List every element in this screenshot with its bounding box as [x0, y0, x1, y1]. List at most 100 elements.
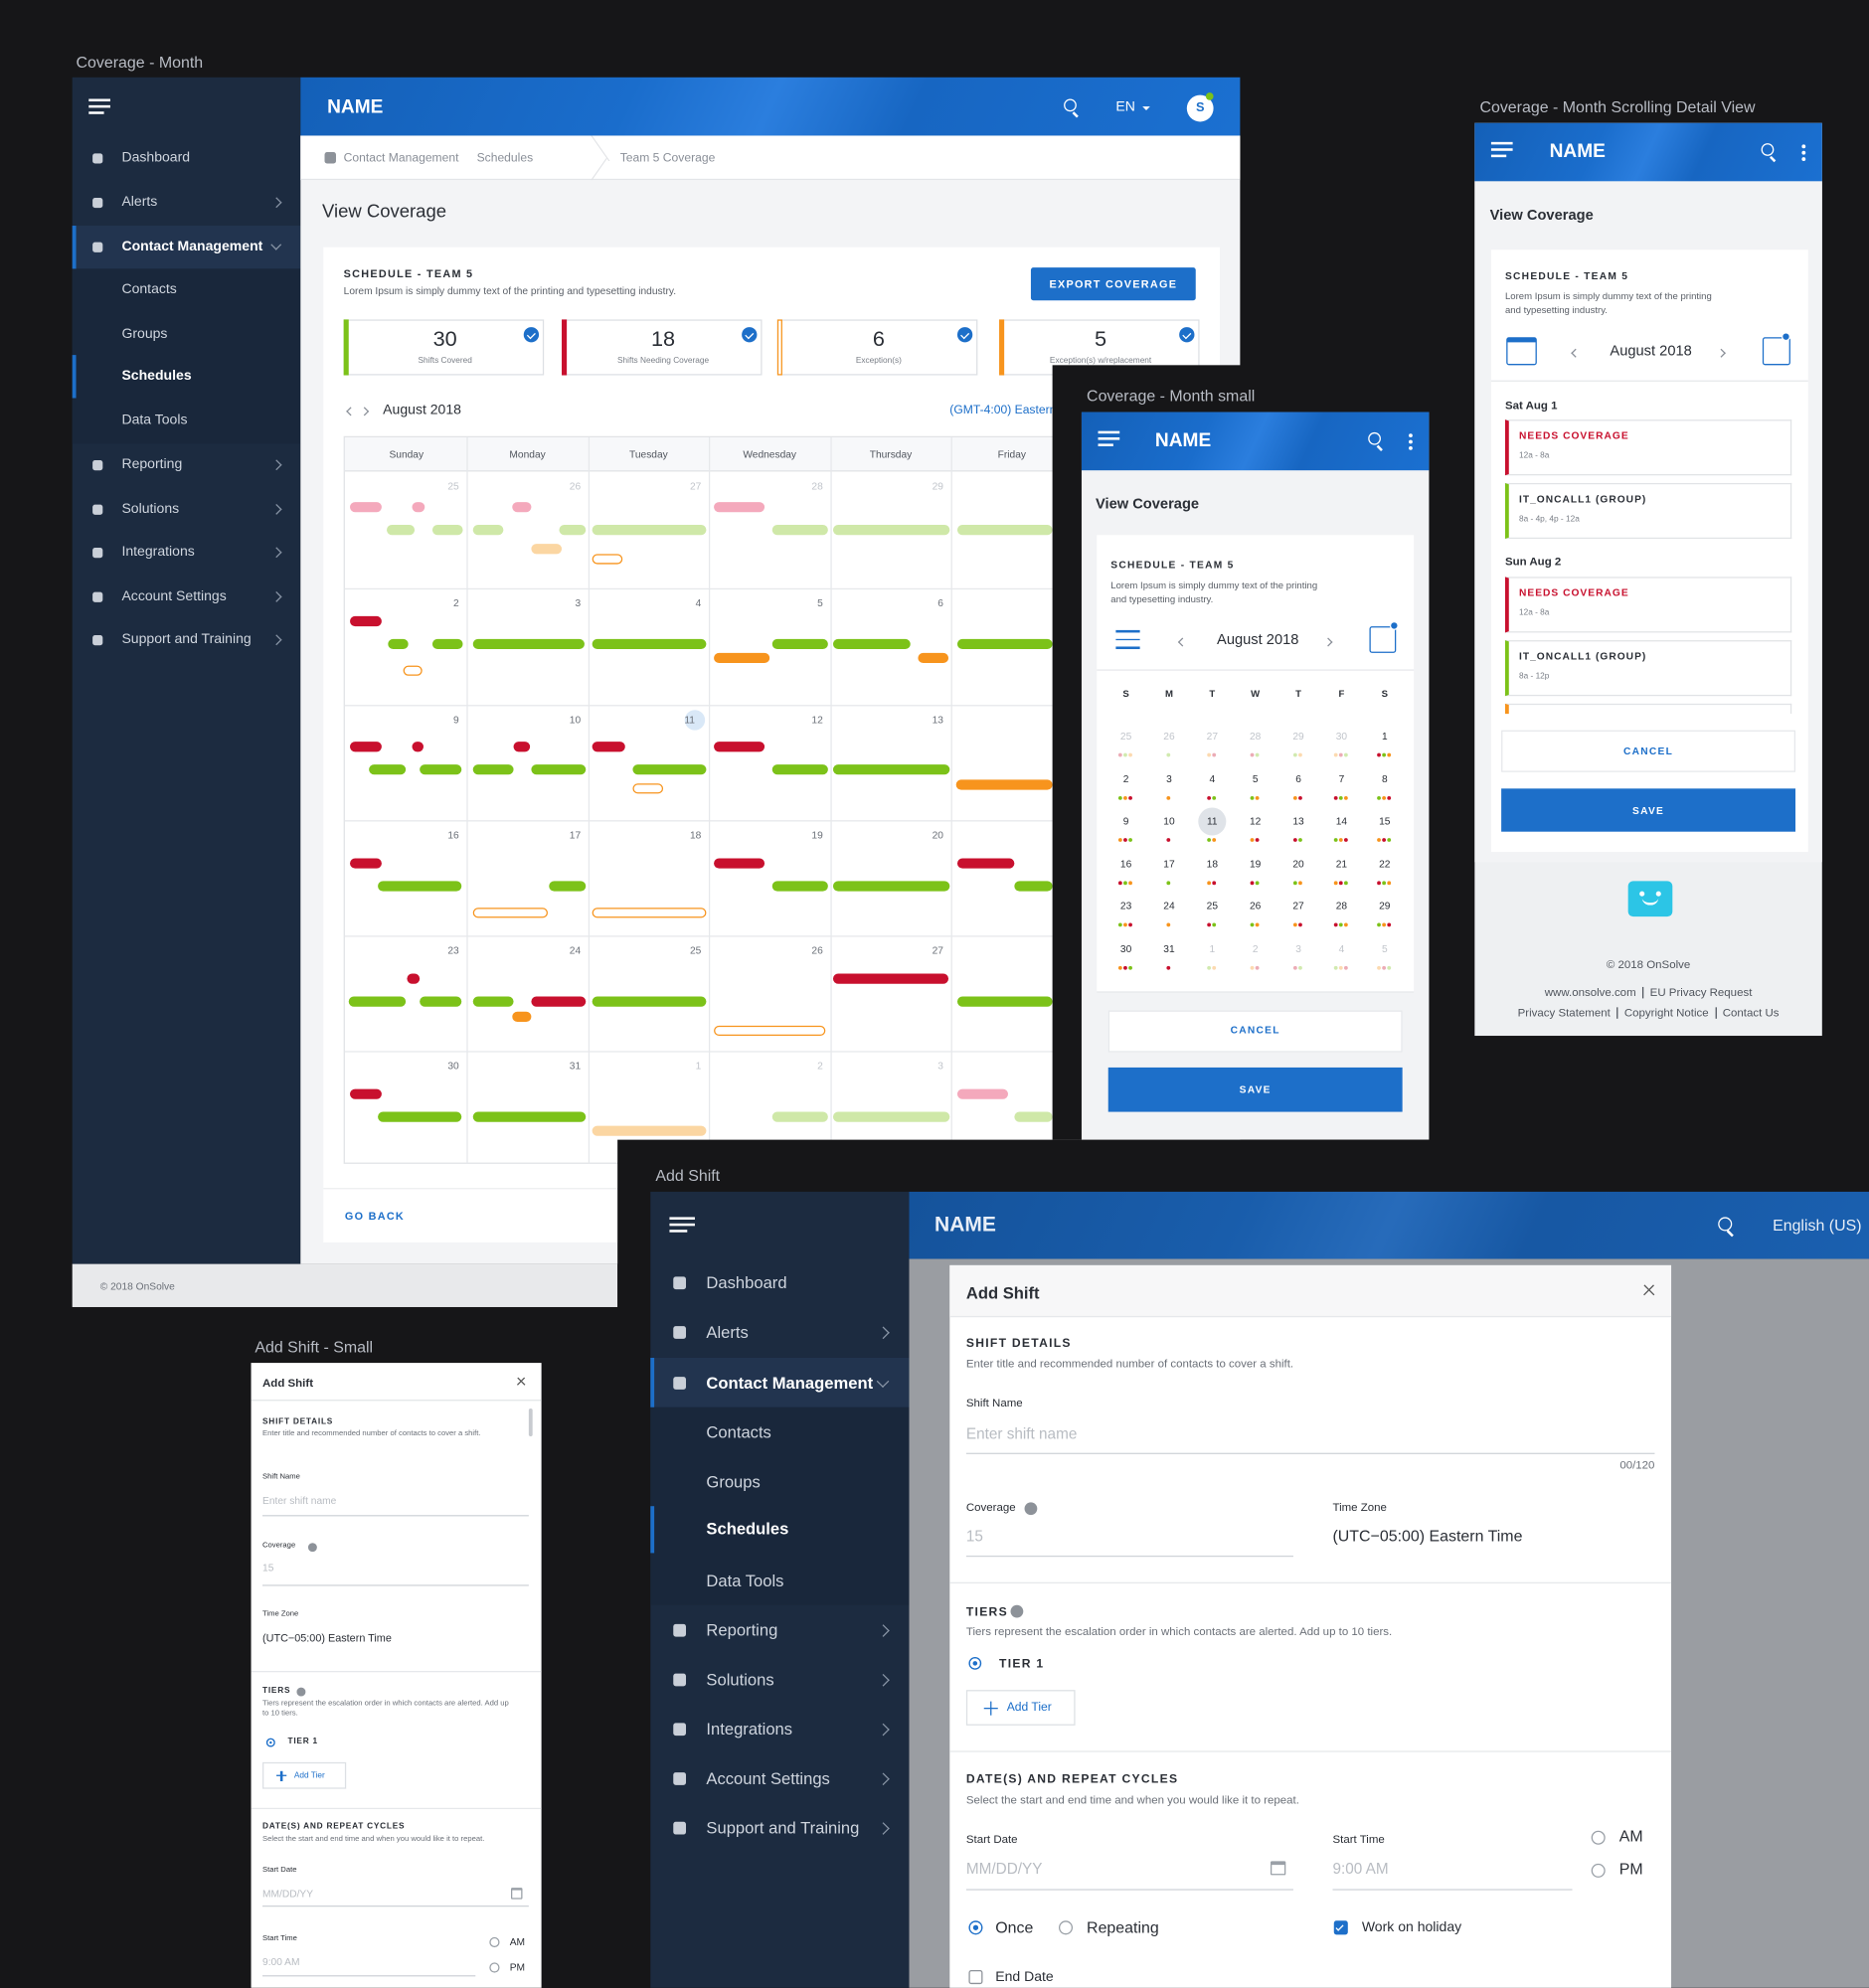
checkbox[interactable]: [967, 1969, 982, 1984]
add-tier-button[interactable]: [965, 1690, 1076, 1726]
nav-item[interactable]: Account Settings: [121, 588, 227, 604]
shift-bar[interactable]: [956, 1088, 1008, 1099]
input-value[interactable]: (UTC−05:00) Eastern Time: [1332, 1527, 1523, 1546]
footer-link[interactable]: Copyright Notice: [1616, 1007, 1715, 1019]
day-number[interactable]: 2: [1122, 772, 1129, 785]
radio[interactable]: [489, 1962, 500, 1973]
shift-card[interactable]: [1504, 419, 1792, 476]
day-number[interactable]: 11: [1207, 815, 1218, 828]
input-placeholder[interactable]: 9:00 AM: [1332, 1859, 1389, 1878]
checkbox[interactable]: [1333, 1919, 1348, 1934]
input-value[interactable]: (UTC−05:00) Eastern Time: [262, 1631, 392, 1645]
nav-item[interactable]: Contact Management: [121, 239, 263, 254]
language-select[interactable]: English (US): [1773, 1216, 1862, 1235]
day-number[interactable]: 28: [1250, 730, 1262, 743]
nav-item[interactable]: Schedules: [121, 368, 192, 384]
day-number[interactable]: 12: [1250, 815, 1262, 828]
shift-card[interactable]: [1504, 482, 1792, 540]
radio[interactable]: [967, 1919, 982, 1934]
nav-item[interactable]: Solutions: [706, 1670, 774, 1690]
shift-bar[interactable]: [592, 742, 625, 752]
add-tier-label[interactable]: Add Tier: [293, 1770, 325, 1780]
day-number[interactable]: 4: [1209, 772, 1216, 785]
shift-bar[interactable]: [431, 525, 463, 536]
nav-item[interactable]: Groups: [121, 326, 168, 342]
day-number[interactable]: 3: [1166, 772, 1172, 785]
day-number[interactable]: 30: [1335, 730, 1348, 743]
shift-bar[interactable]: [918, 652, 949, 664]
shift-bar[interactable]: [714, 742, 765, 752]
add-tier-label[interactable]: Add Tier: [1006, 1700, 1052, 1715]
shift-bar[interactable]: [956, 996, 1053, 1007]
shift-bar[interactable]: [592, 554, 623, 565]
shift-bar[interactable]: [592, 638, 707, 650]
radio[interactable]: [489, 1936, 500, 1948]
day-number[interactable]: 14: [1335, 815, 1348, 828]
day-number[interactable]: 19: [1250, 858, 1262, 870]
day-number[interactable]: 8: [1381, 772, 1388, 785]
nav-item[interactable]: Groups: [706, 1472, 761, 1492]
footer-link[interactable]: www.onsolve.com: [1544, 985, 1636, 999]
shift-bar[interactable]: [412, 502, 425, 513]
shift-bar[interactable]: [592, 1125, 707, 1136]
day-number[interactable]: 20: [1292, 858, 1304, 870]
shift-bar[interactable]: [378, 881, 462, 892]
breadcrumb-item[interactable]: Team 5 Coverage: [619, 151, 716, 166]
shift-bar[interactable]: [1014, 881, 1053, 892]
input-placeholder[interactable]: Enter shift name: [965, 1424, 1078, 1443]
shift-bar[interactable]: [388, 638, 409, 650]
day-number[interactable]: 30: [1119, 943, 1132, 955]
day-number[interactable]: 29: [1379, 901, 1391, 912]
shift-bar[interactable]: [531, 764, 587, 775]
day-number[interactable]: 27: [1292, 901, 1304, 912]
radio[interactable]: [1591, 1830, 1606, 1845]
nav-item[interactable]: Support and Training: [121, 631, 252, 647]
shift-bar[interactable]: [1014, 1111, 1053, 1122]
cancel-button[interactable]: [1107, 1010, 1403, 1053]
shift-bar[interactable]: [714, 652, 770, 664]
shift-bar[interactable]: [472, 638, 585, 650]
day-number[interactable]: 1: [1209, 943, 1216, 955]
day-number[interactable]: 3: [1295, 943, 1301, 955]
day-number[interactable]: 21: [1335, 858, 1348, 870]
day-number[interactable]: 7: [1338, 772, 1345, 785]
day-number[interactable]: 26: [1250, 901, 1262, 912]
nav-item[interactable]: Reporting: [706, 1620, 778, 1640]
day-number[interactable]: 4: [1338, 943, 1345, 955]
shift-card[interactable]: [1504, 640, 1792, 697]
shift-bar[interactable]: [632, 783, 664, 794]
shift-bar[interactable]: [714, 502, 765, 513]
shift-bar[interactable]: [513, 742, 531, 752]
day-number[interactable]: 31: [1163, 943, 1175, 955]
shift-bar[interactable]: [420, 996, 462, 1007]
nav-item[interactable]: Data Tools: [706, 1571, 784, 1590]
shift-bar[interactable]: [512, 1011, 532, 1023]
save-button[interactable]: [1501, 788, 1796, 832]
timezone-link[interactable]: (GMT-4:00) Eastern: [949, 403, 1057, 418]
day-number[interactable]: 24: [1163, 901, 1175, 912]
breadcrumb-item[interactable]: Schedules: [476, 151, 534, 166]
shift-bar[interactable]: [472, 764, 514, 775]
shift-bar[interactable]: [403, 665, 423, 676]
nav-item[interactable]: Integrations: [121, 544, 195, 560]
shift-card[interactable]: [1504, 577, 1792, 633]
save-label[interactable]: SAVE: [1239, 1083, 1272, 1096]
shift-bar[interactable]: [771, 764, 828, 775]
shift-bar[interactable]: [387, 525, 416, 536]
shift-bar[interactable]: [832, 638, 911, 650]
shift-bar[interactable]: [559, 525, 587, 536]
day-number[interactable]: 9: [1122, 815, 1129, 828]
nav-item[interactable]: Dashboard: [706, 1272, 787, 1292]
shift-bar[interactable]: [350, 615, 382, 627]
shift-bar[interactable]: [714, 1025, 826, 1037]
day-number[interactable]: 16: [1119, 858, 1132, 870]
shift-bar[interactable]: [420, 764, 462, 775]
shift-bar[interactable]: [472, 996, 514, 1007]
shift-bar[interactable]: [531, 996, 587, 1007]
shift-bar[interactable]: [832, 764, 950, 775]
footer-link[interactable]: Contact Us: [1715, 1007, 1785, 1019]
shift-bar[interactable]: [771, 525, 828, 536]
export-label[interactable]: EXPORT COVERAGE: [1049, 277, 1178, 290]
day-number[interactable]: 13: [1292, 815, 1304, 828]
cancel-label[interactable]: CANCEL: [1230, 1024, 1280, 1037]
